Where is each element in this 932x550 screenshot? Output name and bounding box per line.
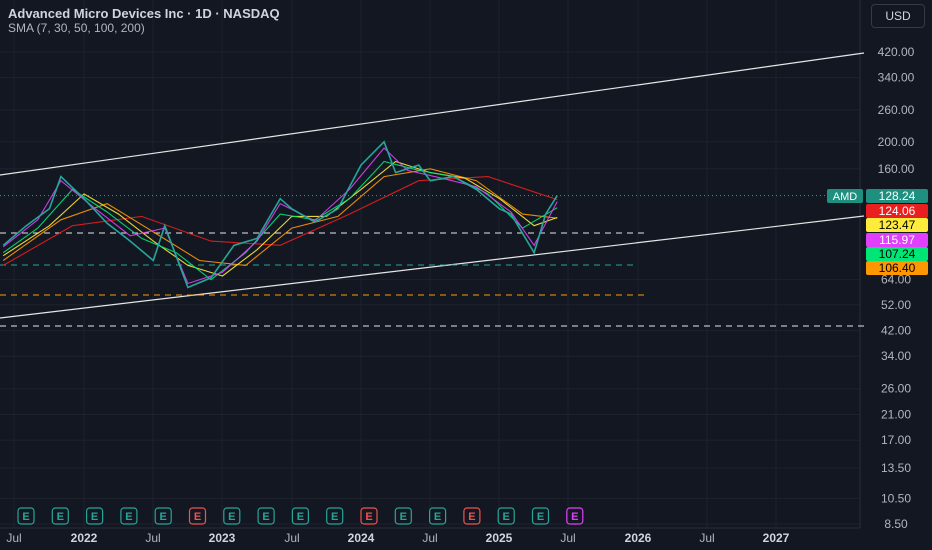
x-tick-label: 2026 — [625, 531, 652, 545]
earnings-marker-label: E — [57, 511, 64, 523]
x-tick-label: Jul — [284, 531, 299, 545]
x-tick-label: Jul — [422, 531, 437, 545]
earnings-marker[interactable] — [531, 507, 550, 525]
y-tick-label: 10.50 — [881, 491, 911, 505]
x-tick-label: Jul — [145, 531, 160, 545]
price-label-badge — [866, 189, 928, 203]
price-label-value: 124.06 — [879, 204, 916, 218]
channel-upper-line[interactable] — [0, 52, 865, 176]
earnings-marker-label: E — [262, 511, 269, 523]
earnings-marker[interactable] — [394, 507, 412, 525]
price-label-value: 123.47 — [879, 218, 916, 232]
price-label-badge — [866, 204, 928, 218]
earnings-marker-label: E — [468, 511, 475, 523]
earnings-marker[interactable] — [566, 507, 584, 525]
price-label-value: 115.97 — [879, 233, 915, 247]
earnings-marker[interactable] — [497, 507, 515, 525]
earnings-marker[interactable] — [360, 507, 378, 525]
y-tick-label: 160.00 — [878, 162, 915, 176]
x-tick-label: 2027 — [763, 531, 790, 545]
y-tick-label: 34.00 — [881, 349, 911, 363]
earnings-marker-label: E — [22, 511, 29, 523]
earnings-marker-label: E — [434, 511, 441, 523]
earnings-marker[interactable] — [188, 507, 207, 525]
y-tick-label: 8.50 — [884, 517, 908, 531]
y-tick-label: 200.00 — [878, 135, 915, 149]
earnings-marker-label: E — [297, 511, 304, 523]
symbol-tag-label: AMD — [833, 191, 858, 203]
price-label-badge — [866, 218, 928, 232]
earnings-marker[interactable] — [223, 507, 241, 525]
x-tick-label: 2022 — [71, 531, 98, 545]
y-tick-label: 420.00 — [878, 45, 915, 59]
x-tick-label: 2025 — [486, 531, 513, 545]
earnings-marker-label: E — [537, 511, 544, 523]
price-label-badge — [866, 233, 928, 247]
channel-lower-line[interactable] — [0, 215, 865, 319]
earnings-marker[interactable] — [120, 507, 138, 525]
earnings-marker[interactable] — [85, 507, 104, 525]
earnings-marker[interactable] — [51, 507, 69, 525]
sma-indicator-label[interactable]: SMA (7, 30, 50, 100, 200) — [8, 21, 145, 35]
earnings-marker[interactable] — [291, 507, 309, 525]
earnings-marker-label: E — [365, 511, 372, 523]
series-line-sma-50[interactable] — [2, 160, 558, 277]
series-line-sma-100[interactable] — [2, 168, 558, 266]
symbol-tag-badge — [827, 189, 863, 203]
earnings-marker[interactable] — [326, 507, 344, 525]
earnings-marker-label: E — [503, 511, 510, 523]
earnings-marker[interactable] — [17, 507, 35, 525]
y-tick-label: 13.50 — [881, 461, 911, 475]
series-line-sma-7[interactable] — [2, 147, 558, 285]
y-tick-label: 260.00 — [878, 103, 915, 117]
y-tick-label: 26.00 — [881, 382, 911, 396]
earnings-marker-label: E — [194, 511, 201, 523]
earnings-marker-label: E — [125, 511, 132, 523]
earnings-marker-label: E — [160, 511, 167, 523]
earnings-marker-label: E — [400, 511, 407, 523]
earnings-marker[interactable] — [154, 507, 172, 525]
currency-button[interactable]: USD — [871, 4, 925, 28]
earnings-marker[interactable] — [257, 507, 275, 525]
earnings-marker[interactable] — [463, 507, 481, 525]
symbol-title[interactable]: Advanced Micro Devices Inc · 1D · NASDAQ — [8, 6, 280, 21]
earnings-marker-label: E — [228, 511, 235, 523]
earnings-marker-label: E — [571, 511, 578, 523]
earnings-marker[interactable] — [429, 507, 447, 525]
price-label-value: 128.24 — [879, 189, 916, 203]
y-tick-label: 17.00 — [881, 433, 911, 447]
series-line-amd[interactable] — [2, 140, 558, 289]
earnings-marker-label: E — [331, 511, 338, 523]
price-label-value: 107.24 — [879, 247, 916, 261]
x-tick-label: 2023 — [209, 531, 236, 545]
y-tick-label: 52.00 — [881, 298, 911, 312]
price-label-badge — [866, 247, 928, 261]
y-tick-label: 42.00 — [881, 324, 911, 338]
x-tick-label: Jul — [699, 531, 714, 545]
series-line-sma-200[interactable] — [2, 176, 558, 266]
chart-header: Advanced Micro Devices Inc · 1D · NASDAQ… — [8, 6, 280, 36]
y-tick-label: 21.00 — [881, 408, 911, 422]
price-label-badge — [866, 261, 928, 275]
x-tick-label: 2024 — [348, 531, 375, 545]
x-tick-label: Jul — [6, 531, 21, 545]
y-tick-label: 64.00 — [881, 273, 911, 287]
x-tick-label: Jul — [560, 531, 575, 545]
y-tick-label: 340.00 — [878, 71, 915, 85]
price-label-value: 106.40 — [879, 261, 916, 275]
earnings-marker-label: E — [91, 511, 98, 523]
